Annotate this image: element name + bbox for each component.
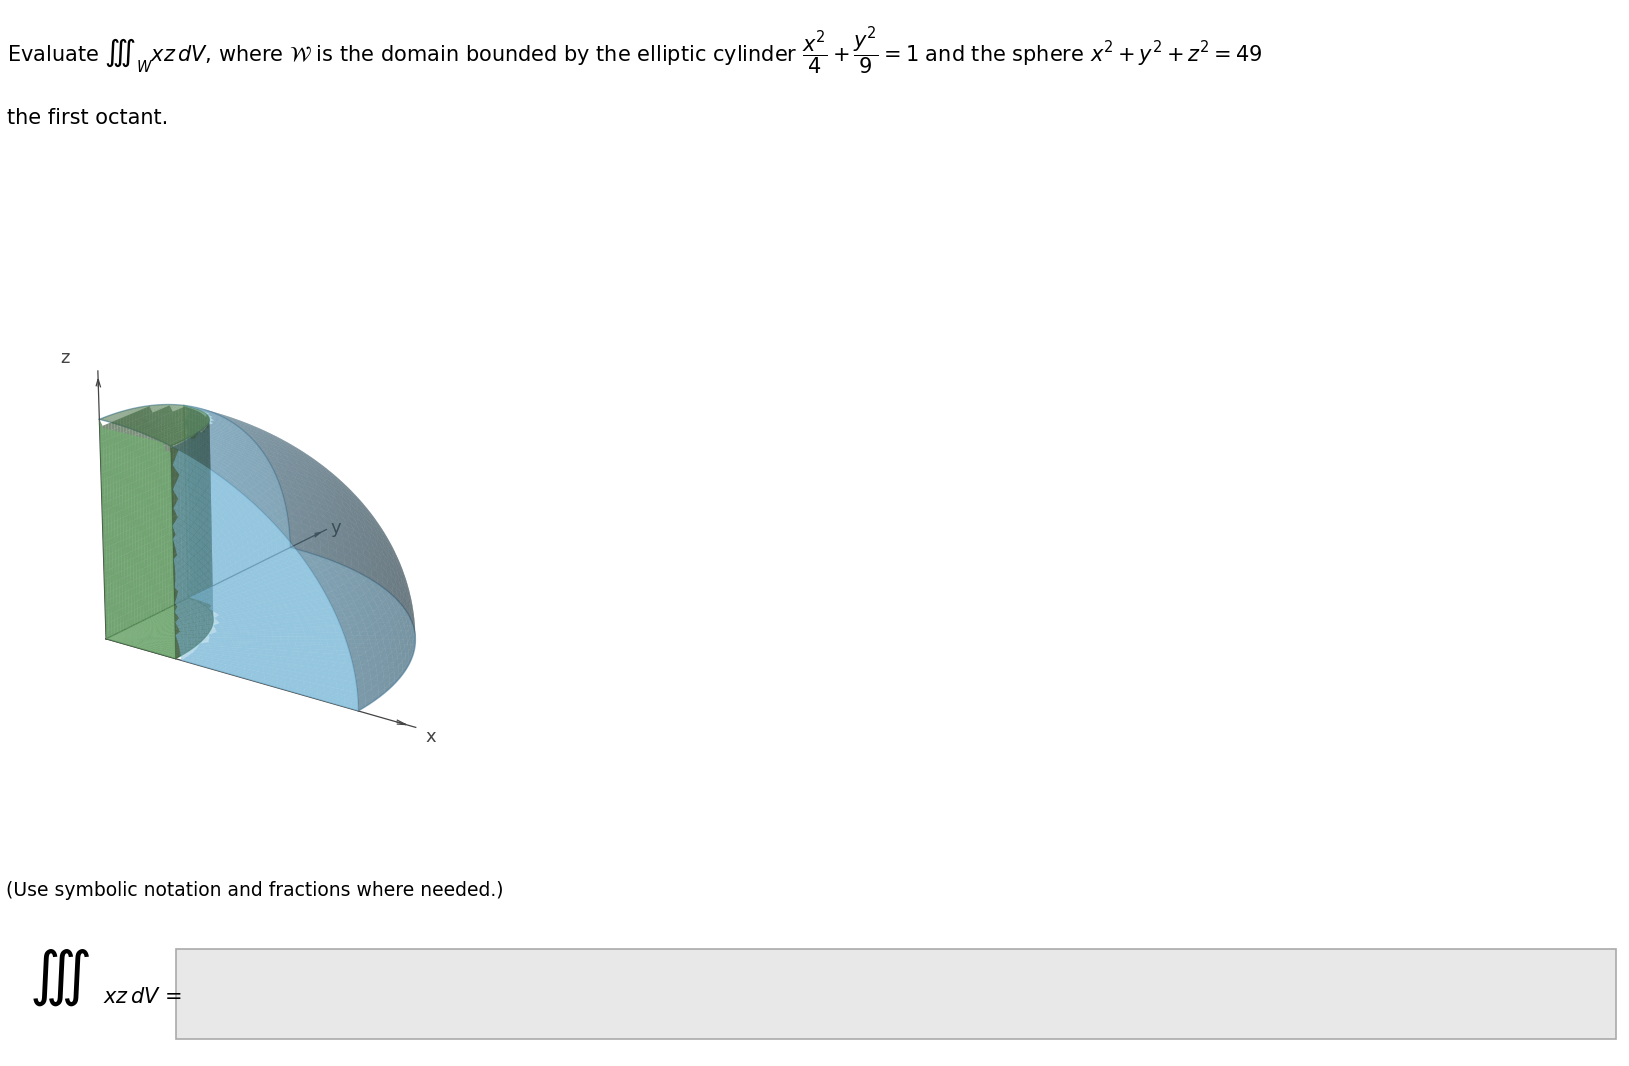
Text: $xz\,dV$ =: $xz\,dV$ = [103, 987, 181, 1006]
Text: $\iiint$: $\iiint$ [29, 948, 90, 1008]
Text: (Use symbolic notation and fractions where needed.): (Use symbolic notation and fractions whe… [7, 881, 503, 900]
Text: Evaluate $\iiint_W xz\,dV$, where $\mathcal{W}$ is the domain bounded by the ell: Evaluate $\iiint_W xz\,dV$, where $\math… [7, 25, 1262, 77]
Text: the first octant.: the first octant. [7, 108, 168, 128]
FancyBboxPatch shape [176, 949, 1616, 1039]
